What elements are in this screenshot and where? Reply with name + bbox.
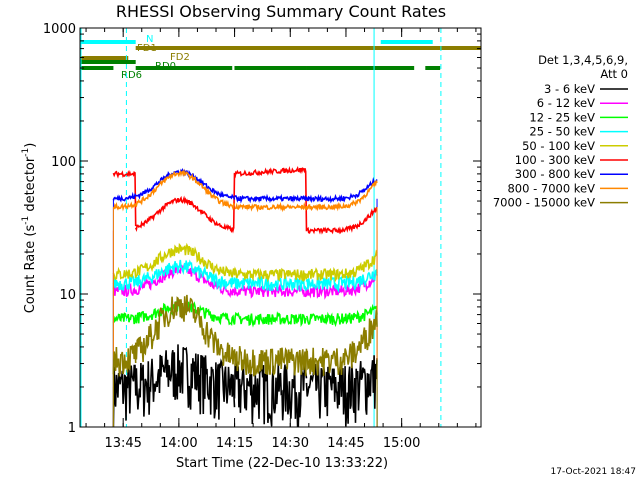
flag-label-fd1: FD1 xyxy=(137,43,157,54)
y-label-part-1: Count Rate (s xyxy=(23,225,38,314)
series-line xyxy=(233,346,308,377)
y-tick-label: 100 xyxy=(51,155,76,170)
series-line xyxy=(135,168,236,212)
series-line xyxy=(112,282,137,298)
legend-label: 6 - 12 keV xyxy=(537,96,595,110)
legend-label: 12 - 25 keV xyxy=(529,110,595,124)
flag-bar-fd1 xyxy=(135,46,481,50)
legend-label: 300 - 800 keV xyxy=(515,167,595,181)
series-line xyxy=(134,344,236,420)
legend-label: 3 - 6 keV xyxy=(544,82,595,96)
series-line xyxy=(112,364,137,427)
y-label-sup-2: -1 xyxy=(21,148,31,157)
flag-bar-rd6 xyxy=(306,66,415,70)
series-line xyxy=(112,201,137,212)
series-line xyxy=(305,310,378,376)
plot-frame xyxy=(79,27,482,428)
flag-bar-rd0 xyxy=(80,60,136,64)
series-line xyxy=(135,242,236,278)
x-tick-label: 13:45 xyxy=(104,436,141,451)
series-line xyxy=(112,312,137,325)
series-line xyxy=(134,259,236,292)
y-axis-label: Count Rate (s-1 detector-1) xyxy=(21,143,38,314)
series-line xyxy=(112,191,137,203)
series-line xyxy=(233,311,307,328)
legend-header-line-1: Det 1,3,4,5,6,9, xyxy=(538,53,628,67)
series-line xyxy=(233,275,308,292)
y-label-sup-1: -1 xyxy=(21,216,31,225)
series-line xyxy=(305,303,378,328)
y-tick-label: 10 xyxy=(59,288,76,303)
flag-bar-fd2 xyxy=(80,56,129,60)
flag-bar-n xyxy=(80,40,136,44)
flag-label-fd2: FD2 xyxy=(170,52,190,63)
x-axis-label: Start Time (22-Dec-10 13:33:22) xyxy=(176,456,388,471)
x-tick-label: 14:00 xyxy=(160,436,197,451)
series-line xyxy=(305,206,378,235)
legend-label: 800 - 7000 keV xyxy=(507,181,595,195)
flag-bar-rd6 xyxy=(234,66,307,70)
series-layer xyxy=(112,165,378,428)
flag-bar-rd6 xyxy=(425,66,441,70)
series-line xyxy=(233,266,308,283)
series-line xyxy=(234,193,308,204)
series-line xyxy=(233,165,308,232)
series-line xyxy=(234,201,308,213)
flag-bar-rd6 xyxy=(80,66,114,70)
flag-bar-n xyxy=(380,40,433,44)
y-tick-label: 1 xyxy=(68,421,76,436)
x-tick-label: 14:30 xyxy=(272,436,309,451)
series-line xyxy=(112,169,137,227)
x-tick-label: 15:00 xyxy=(383,436,420,451)
flags-layer: NFD1FD2RD0RD6 xyxy=(80,34,481,81)
y-label-part-3: ) xyxy=(23,143,38,148)
y-tick-label: 1000 xyxy=(43,22,76,37)
series-line xyxy=(112,266,137,281)
x-tick-label: 14:15 xyxy=(216,436,253,451)
x-tick-label: 14:45 xyxy=(327,436,364,451)
legend-label: 50 - 100 keV xyxy=(522,139,595,153)
y-label-part-2: detector xyxy=(23,156,38,216)
footer-timestamp: 17-Oct-2021 18:47 xyxy=(551,467,636,477)
flag-label-rd6: RD6 xyxy=(121,70,142,81)
chart-title: RHESSI Observing Summary Count Rates xyxy=(116,2,446,21)
y-axis: 1 10 100 1000 xyxy=(43,22,481,436)
legend-label: 100 - 300 keV xyxy=(515,153,595,167)
legend-label: 7000 - 15000 keV xyxy=(493,196,595,210)
legend-label: 25 - 50 keV xyxy=(529,125,595,139)
series-line xyxy=(305,176,378,204)
series-line xyxy=(305,180,378,212)
flag-label-n: N xyxy=(146,34,153,45)
series-line xyxy=(134,294,236,366)
legend-header-line-2: Att 0 xyxy=(600,67,628,81)
series-line xyxy=(134,172,236,234)
series-line xyxy=(112,343,137,378)
x-axis: 13:45 14:00 14:15 14:30 14:45 15:00 xyxy=(85,28,477,451)
flag-bar-rd6 xyxy=(135,66,233,70)
series-line xyxy=(305,249,378,283)
